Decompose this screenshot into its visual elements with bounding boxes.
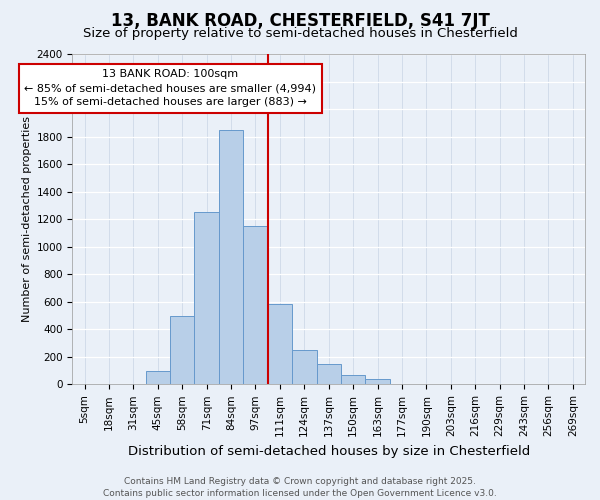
Bar bbox=[170, 316, 194, 384]
Bar bbox=[292, 350, 317, 384]
Bar bbox=[194, 212, 219, 384]
Text: 13 BANK ROAD: 100sqm
← 85% of semi-detached houses are smaller (4,994)
15% of se: 13 BANK ROAD: 100sqm ← 85% of semi-detac… bbox=[24, 70, 316, 108]
Bar bbox=[317, 364, 341, 384]
Bar bbox=[146, 370, 170, 384]
Y-axis label: Number of semi-detached properties: Number of semi-detached properties bbox=[22, 116, 32, 322]
Text: Size of property relative to semi-detached houses in Chesterfield: Size of property relative to semi-detach… bbox=[83, 28, 517, 40]
Bar bbox=[219, 130, 243, 384]
Bar bbox=[243, 226, 268, 384]
Bar bbox=[365, 379, 390, 384]
Bar bbox=[341, 374, 365, 384]
X-axis label: Distribution of semi-detached houses by size in Chesterfield: Distribution of semi-detached houses by … bbox=[128, 444, 530, 458]
Text: Contains HM Land Registry data © Crown copyright and database right 2025.
Contai: Contains HM Land Registry data © Crown c… bbox=[103, 476, 497, 498]
Text: 13, BANK ROAD, CHESTERFIELD, S41 7JT: 13, BANK ROAD, CHESTERFIELD, S41 7JT bbox=[110, 12, 490, 30]
Bar bbox=[268, 304, 292, 384]
